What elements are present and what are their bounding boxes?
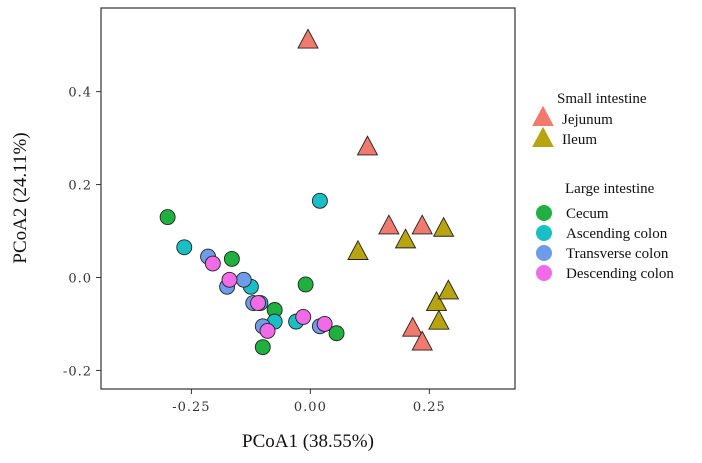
legend: Small intestine Jejunum Ileum Large inte…: [532, 91, 674, 282]
point-ileum: [394, 228, 417, 249]
legend-key-cecum: [536, 205, 552, 221]
point-jejunum: [411, 214, 433, 235]
legend-label-transverse-colon: Transverse colon: [566, 246, 669, 262]
point-jejunum: [411, 330, 433, 351]
legend-label-ileum: Ileum: [562, 132, 597, 148]
point-descending-colon: [316, 316, 333, 332]
point-descending-colon: [295, 309, 312, 325]
y-tick-label: 0.2: [68, 179, 92, 194]
point-jejunum: [356, 135, 379, 156]
point-cecum: [297, 276, 314, 293]
x-tick-label: -0.25: [172, 400, 210, 415]
legend-key-descending-colon: [536, 265, 552, 281]
legend-label-cecum: Cecum: [566, 206, 609, 222]
data-points: [159, 28, 460, 356]
point-cecum: [223, 250, 240, 267]
legend-key-jejunum: [532, 105, 554, 127]
point-descending-colon: [204, 255, 221, 272]
legend-key-ascending-colon: [536, 225, 552, 241]
y-tick-label: 0.0: [68, 271, 92, 286]
y-axis-title: PCoA2 (24.11%): [10, 132, 31, 263]
point-ascending-colon: [311, 192, 328, 209]
x-axis-title: PCoA1 (38.55%): [242, 431, 374, 452]
legend-label-descending-colon: Descending colon: [566, 266, 674, 282]
point-ileum: [432, 216, 455, 237]
plot-panel: [100, 7, 516, 390]
point-ileum: [425, 290, 448, 312]
point-ileum: [347, 239, 369, 260]
point-descending-colon: [250, 295, 266, 311]
point-cecum: [159, 209, 176, 226]
point-ascending-colon: [176, 239, 193, 256]
legend-label-jejunum: Jejunum: [562, 112, 613, 128]
x-tick-label: 0.25: [413, 400, 446, 415]
x-tick-label: 0.00: [294, 400, 327, 415]
point-jejunum: [378, 214, 400, 235]
point-ileum: [437, 279, 460, 300]
axis-ticks: -0.25 0.00 0.25 -0.2 0.0 0.2 0.4: [63, 86, 446, 415]
legend-label-ascending-colon: Ascending colon: [566, 226, 668, 242]
point-ileum: [428, 309, 450, 330]
point-jejunum: [297, 28, 319, 49]
point-descending-colon: [259, 322, 276, 339]
point-descending-colon: [221, 271, 238, 288]
point-cecum: [328, 325, 345, 342]
y-tick-label: 0.4: [68, 86, 92, 101]
y-tick-label: -0.2: [63, 364, 92, 379]
legend-title-large-intestine: Large intestine: [565, 181, 655, 197]
legend-key-transverse-colon: [536, 245, 552, 261]
legend-title-small-intestine: Small intestine: [557, 91, 647, 107]
point-cecum: [254, 339, 271, 356]
point-jejunum: [401, 316, 424, 337]
point-transverse-colon: [235, 271, 252, 288]
legend-key-ileum: [532, 126, 554, 148]
